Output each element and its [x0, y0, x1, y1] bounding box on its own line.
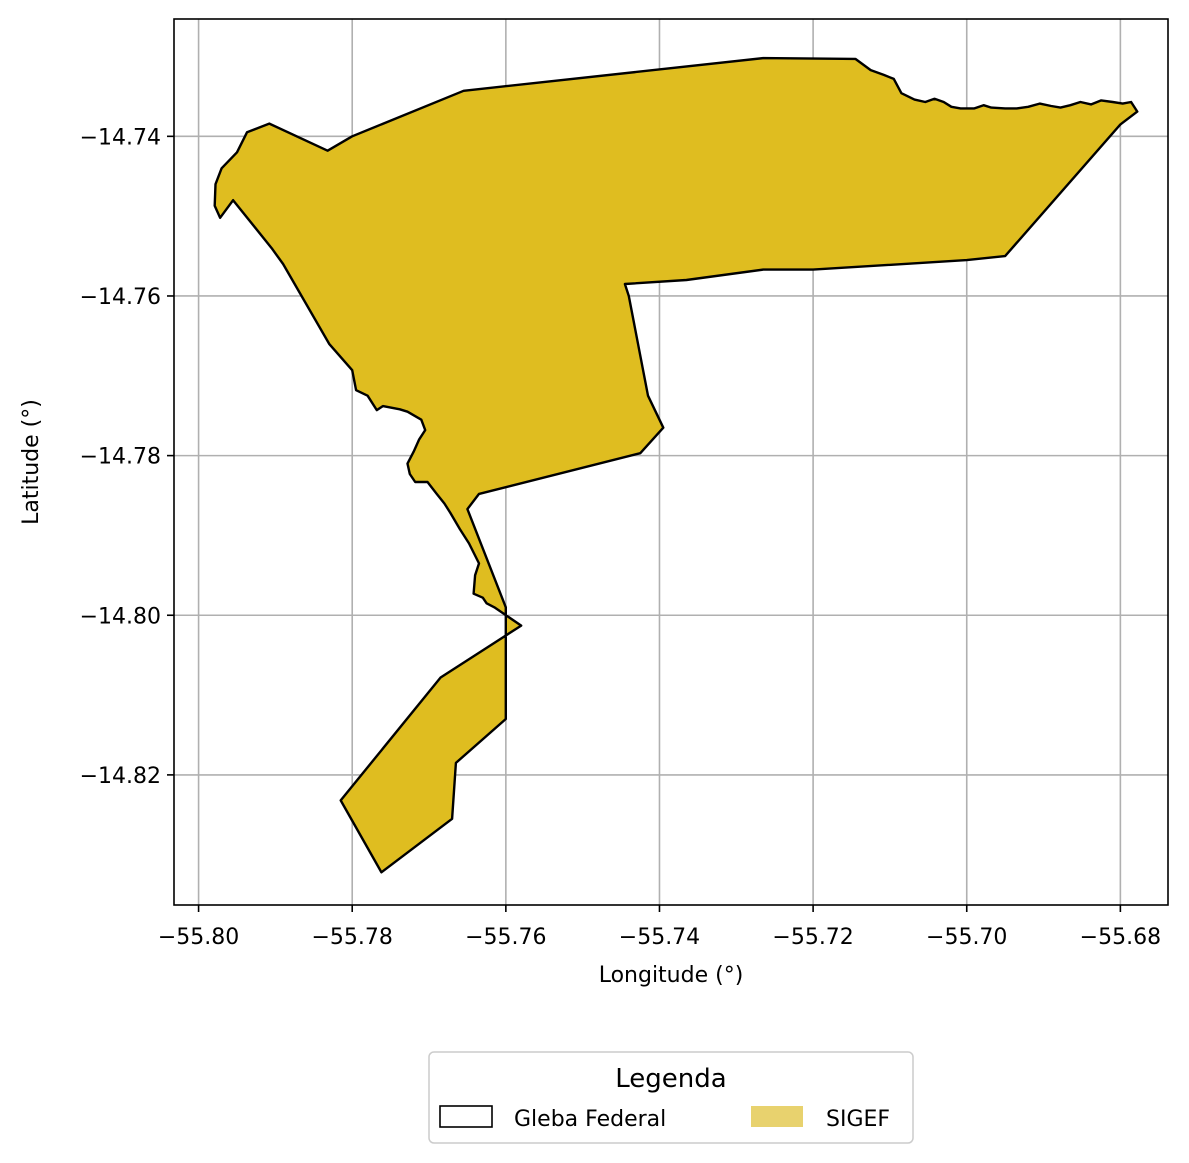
legend-swatch-gleba-federal — [440, 1106, 492, 1127]
legend: Legenda Gleba Federal SIGEF — [429, 1052, 913, 1143]
legend-title: Legenda — [615, 1064, 726, 1094]
x-tick-label: −55.80 — [158, 925, 239, 950]
legend-label-sigef: SIGEF — [826, 1107, 890, 1132]
y-tick-label: −14.80 — [80, 604, 161, 629]
x-tick-label: −55.78 — [312, 925, 393, 950]
x-axis-ticks: −55.80 −55.78 −55.76 −55.74 −55.72 −55.70 −55.… — [158, 905, 1161, 950]
y-tick-label: −14.74 — [80, 125, 161, 150]
y-axis-title: Latitude (°) — [19, 399, 44, 525]
x-tick-label: −55.68 — [1080, 925, 1161, 950]
legend-swatch-sigef — [751, 1106, 803, 1127]
y-tick-label: −14.82 — [80, 764, 161, 789]
x-tick-label: −55.74 — [619, 925, 700, 950]
y-axis-ticks: −14.74 −14.76 −14.78 −14.80 −14.82 — [80, 125, 174, 789]
y-tick-label: −14.78 — [80, 445, 161, 470]
sigef-polygon — [215, 58, 1138, 872]
legend-label-gleba-federal: Gleba Federal — [514, 1107, 666, 1132]
x-tick-label: −55.76 — [465, 925, 546, 950]
x-axis-title: Longitude (°) — [599, 963, 744, 988]
x-tick-label: −55.72 — [772, 925, 853, 950]
x-tick-label: −55.70 — [926, 925, 1007, 950]
y-tick-label: −14.76 — [80, 285, 161, 310]
